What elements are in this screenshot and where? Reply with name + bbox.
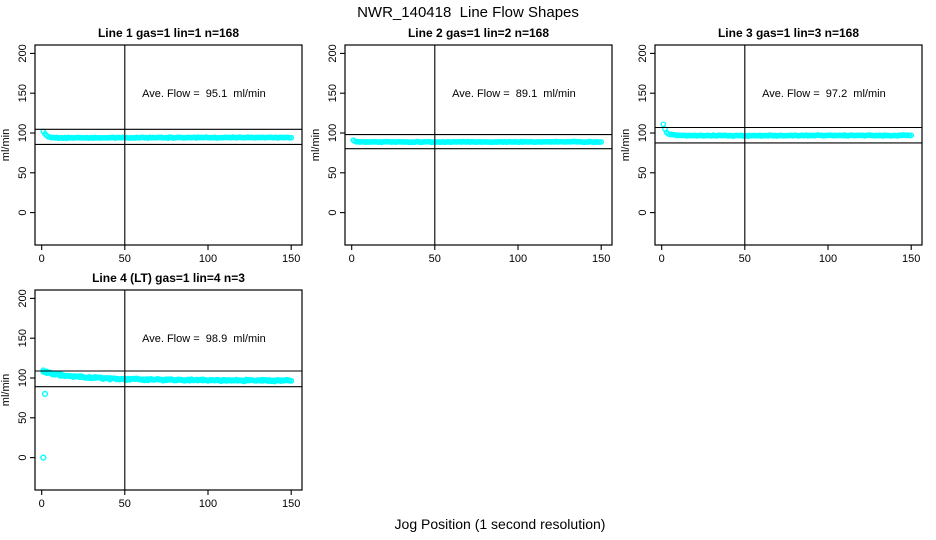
y-axis-title: ml/min	[310, 129, 322, 161]
data-point	[908, 132, 915, 139]
panel-title: Line 1 gas=1 lin=1 n=168	[98, 26, 239, 40]
ave-flow-label: Ave. Flow = 98.9 ml/min	[142, 333, 266, 345]
data-point	[660, 121, 667, 128]
x-tick-label: 50	[739, 253, 751, 265]
y-tick-label: 100	[637, 124, 649, 142]
data-point	[598, 139, 605, 145]
figure-title: NWR_140418 Line Flow Shapes	[357, 4, 579, 21]
panel-4: 0 50 100 150 0 50 100 150 200 ml/min Line 4 (LT) g…	[0, 271, 303, 510]
y-axis-title: ml/min	[0, 129, 12, 161]
y-tick-label: 0	[17, 455, 29, 461]
ave-flow-label: Ave. Flow = 95.1 ml/min	[142, 88, 266, 100]
x-tick-label: 0	[39, 498, 45, 510]
x-tick-label: 50	[119, 498, 131, 510]
y-tick-label: 100	[17, 124, 29, 142]
y-tick-label: 150	[17, 84, 29, 102]
panel-title: Line 4 (LT) gas=1 lin=4 n=3	[92, 271, 245, 285]
y-tick-label: 50	[327, 167, 339, 179]
data-point	[288, 134, 295, 141]
x-tick-label: 0	[39, 253, 45, 265]
x-tick-label: 0	[349, 253, 355, 265]
y-tick-label: 50	[17, 167, 29, 179]
y-tick-label: 50	[17, 412, 29, 424]
panel-1: 0 50 100 150 0 50 100 150 200 ml/min Line 1 gas=1 …	[0, 26, 303, 265]
y-tick-label: 200	[17, 44, 29, 62]
y-axis-title: ml/min	[620, 129, 632, 161]
x-tick-label: 50	[119, 253, 131, 265]
ave-flow-label: Ave. Flow = 97.2 ml/min	[762, 88, 886, 100]
x-tick-label: 150	[902, 253, 920, 265]
y-tick-label: 200	[327, 44, 339, 62]
y-tick-label: 100	[17, 369, 29, 387]
x-tick-label: 0	[659, 253, 665, 265]
y-tick-label: 0	[637, 210, 649, 216]
y-tick-label: 150	[637, 84, 649, 102]
x-tick-label: 100	[199, 498, 217, 510]
x-tick-label: 150	[282, 253, 300, 265]
y-tick-label: 0	[327, 210, 339, 216]
ave-flow-label: Ave. Flow = 89.1 ml/min	[452, 88, 576, 100]
panel-3: 0 50 100 150 0 50 100 150 200 ml/min Line 3 gas=1 …	[620, 26, 923, 265]
plot-box	[34, 289, 303, 491]
x-tick-label: 50	[429, 253, 441, 265]
panel-title: Line 2 gas=1 lin=2 n=168	[408, 26, 549, 40]
y-tick-label: 200	[637, 44, 649, 62]
x-tick-label: 100	[509, 253, 527, 265]
x-tick-label: 150	[282, 498, 300, 510]
data-point	[288, 377, 295, 384]
y-tick-label: 50	[637, 167, 649, 179]
plot-box	[344, 44, 613, 246]
x-tick-label: 100	[199, 253, 217, 265]
x-tick-label: 100	[819, 253, 837, 265]
x-tick-label: 150	[592, 253, 610, 265]
y-axis-title: ml/min	[0, 374, 12, 406]
plot-box	[654, 44, 923, 246]
panel-title: Line 3 gas=1 lin=3 n=168	[718, 26, 859, 40]
panel-2: 0 50 100 150 0 50 100 150 200 ml/min Line 2 gas=1 …	[310, 26, 613, 265]
x-axis-label: Jog Position (1 second resolution)	[394, 516, 606, 532]
outlier-point	[41, 390, 49, 398]
outlier-point	[40, 454, 47, 461]
y-tick-label: 200	[17, 289, 29, 307]
plot-box	[34, 44, 303, 246]
y-tick-label: 100	[327, 124, 339, 142]
y-tick-label: 150	[327, 84, 339, 102]
y-tick-label: 150	[17, 329, 29, 347]
y-tick-label: 0	[17, 210, 29, 216]
